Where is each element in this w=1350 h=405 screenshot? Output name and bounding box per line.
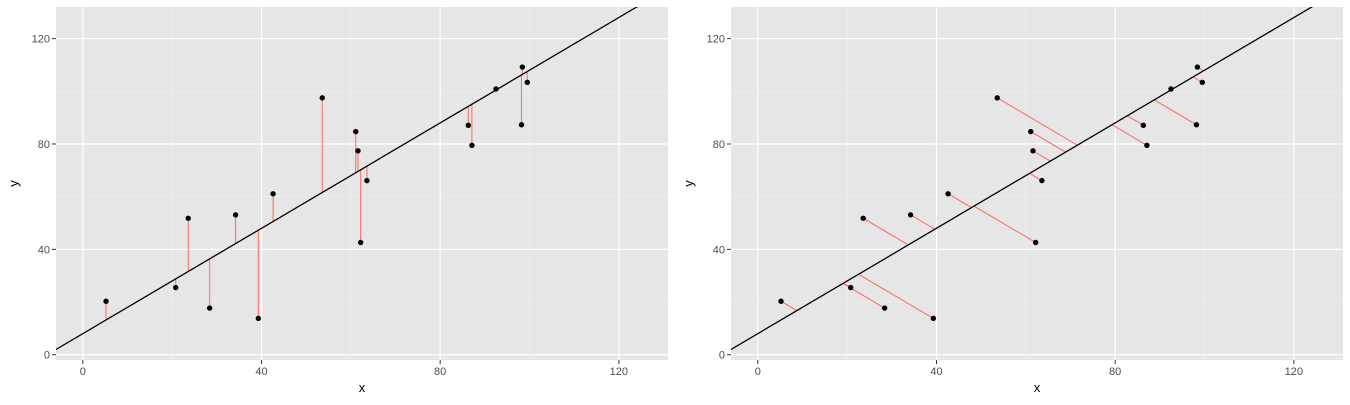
data-point: [860, 215, 866, 221]
plot-panel-background: [731, 7, 1343, 360]
data-point: [994, 95, 1000, 101]
x-tick-label: 80: [1109, 366, 1121, 378]
data-point: [1140, 122, 1147, 128]
residual-segment: [1111, 124, 1148, 146]
data-point: [778, 298, 784, 304]
data-point: [270, 191, 276, 197]
y-tick-label: 120: [707, 34, 725, 46]
y-tick-label: 40: [38, 244, 50, 256]
plot-panel-background: [56, 7, 668, 360]
data-point: [1193, 122, 1200, 128]
data-point: [465, 122, 472, 128]
data-point: [1039, 177, 1045, 184]
data-point: [907, 212, 914, 218]
fit-line: [56, 7, 639, 351]
data-point: [173, 284, 179, 291]
x-tick-label: 40: [930, 366, 942, 378]
data-point: [469, 142, 475, 149]
plot-content: [731, 7, 1314, 351]
residual-segment: [1032, 150, 1051, 162]
residual-segment: [862, 217, 909, 246]
residual-segment: [1153, 99, 1197, 126]
data-point: [185, 215, 191, 221]
x-tick-label: 120: [1285, 366, 1303, 378]
data-point: [519, 64, 526, 70]
data-point: [319, 95, 325, 101]
data-point: [848, 284, 854, 291]
residual-segment: [780, 300, 798, 312]
data-point: [524, 79, 530, 86]
y-tick-label: 0: [44, 350, 50, 362]
residual-segment: [947, 193, 972, 209]
data-point: [1168, 86, 1174, 92]
data-point: [1028, 128, 1034, 135]
data-point: [364, 177, 370, 184]
residual-segment: [996, 97, 1078, 146]
x-tick-label: 40: [255, 366, 267, 378]
data-point: [1199, 79, 1205, 86]
data-point: [357, 239, 364, 246]
x-tick-label: 0: [755, 366, 761, 378]
data-point: [881, 305, 888, 311]
residual-segment: [1030, 131, 1066, 153]
residual-segment: [910, 214, 936, 230]
data-point: [103, 298, 109, 304]
data-point: [355, 148, 361, 154]
chart-panel-1: 0 40 80 120 0 40 80 120 x y: [6, 7, 668, 395]
data-point: [945, 191, 951, 197]
y-tick-label: 80: [713, 139, 725, 151]
residual-segment: [1126, 115, 1144, 126]
chart-panel-2: 0 40 80 120 0 40 80 120 x y: [681, 7, 1343, 395]
x-tick-label: 120: [610, 366, 628, 378]
x-axis-title: x: [1034, 380, 1041, 395]
residual-segment: [858, 273, 934, 319]
data-point: [1144, 142, 1150, 149]
x-tick-label: 0: [80, 366, 86, 378]
y-tick-label: 80: [38, 139, 50, 151]
data-point: [493, 86, 499, 92]
data-point: [1194, 64, 1201, 70]
data-point: [206, 305, 213, 311]
data-point: [1032, 239, 1039, 246]
y-tick-label: 120: [32, 34, 50, 46]
y-tick-label: 0: [719, 350, 725, 362]
fit-line: [731, 7, 1314, 351]
plot-content: [56, 7, 639, 351]
data-point: [518, 122, 525, 128]
data-point: [255, 315, 262, 322]
data-point: [1030, 148, 1036, 154]
residual-segment: [973, 205, 1036, 243]
y-tick-label: 40: [713, 244, 725, 256]
x-tick-label: 80: [434, 366, 446, 378]
data-point: [232, 212, 239, 218]
data-point: [930, 315, 937, 322]
y-axis-title: y: [681, 180, 696, 187]
x-axis-title: x: [359, 380, 366, 395]
y-axis-title: y: [6, 180, 21, 187]
data-point: [353, 128, 359, 135]
